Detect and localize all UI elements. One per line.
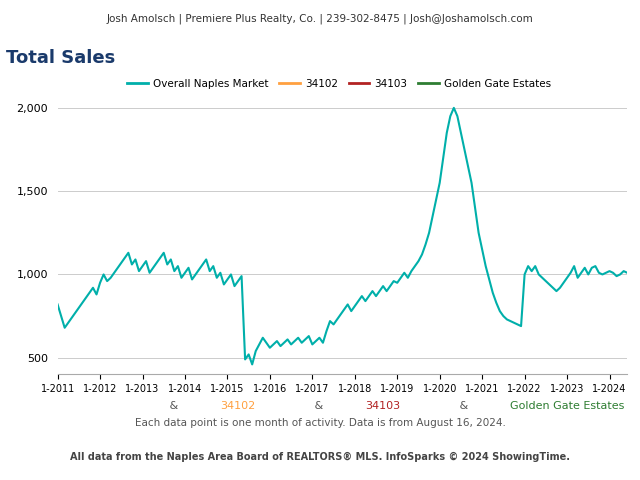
Text: 34102: 34102 xyxy=(221,401,256,411)
Text: Golden Gate Estates: Golden Gate Estates xyxy=(510,401,624,411)
Legend: Overall Naples Market, 34102, 34103, Golden Gate Estates: Overall Naples Market, 34102, 34103, Gol… xyxy=(123,75,556,93)
Text: &: & xyxy=(166,401,182,411)
Text: Josh Amolsch | Premiere Plus Realty, Co. | 239-302-8475 | Josh@Joshamolsch.com: Josh Amolsch | Premiere Plus Realty, Co.… xyxy=(107,14,533,24)
Text: &: & xyxy=(456,401,471,411)
Text: Each data point is one month of activity. Data is from August 16, 2024.: Each data point is one month of activity… xyxy=(134,418,506,428)
Text: All data from the Naples Area Board of REALTORS® MLS. InfoSparks © 2024 ShowingT: All data from the Naples Area Board of R… xyxy=(70,452,570,462)
Text: 34103: 34103 xyxy=(365,401,401,411)
Text: Total Sales: Total Sales xyxy=(6,48,116,67)
Text: &: & xyxy=(311,401,326,411)
